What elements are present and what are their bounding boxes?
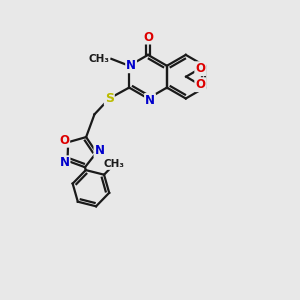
Text: CH₃: CH₃ — [104, 159, 125, 169]
Text: O: O — [195, 62, 205, 75]
Text: O: O — [59, 134, 69, 147]
Text: O: O — [195, 78, 205, 91]
Text: N: N — [94, 144, 104, 157]
Text: N: N — [59, 156, 70, 169]
Text: S: S — [105, 92, 114, 105]
Text: CH₃: CH₃ — [88, 54, 109, 64]
Text: O: O — [143, 31, 153, 44]
Text: N: N — [126, 59, 136, 72]
Text: N: N — [145, 94, 155, 107]
